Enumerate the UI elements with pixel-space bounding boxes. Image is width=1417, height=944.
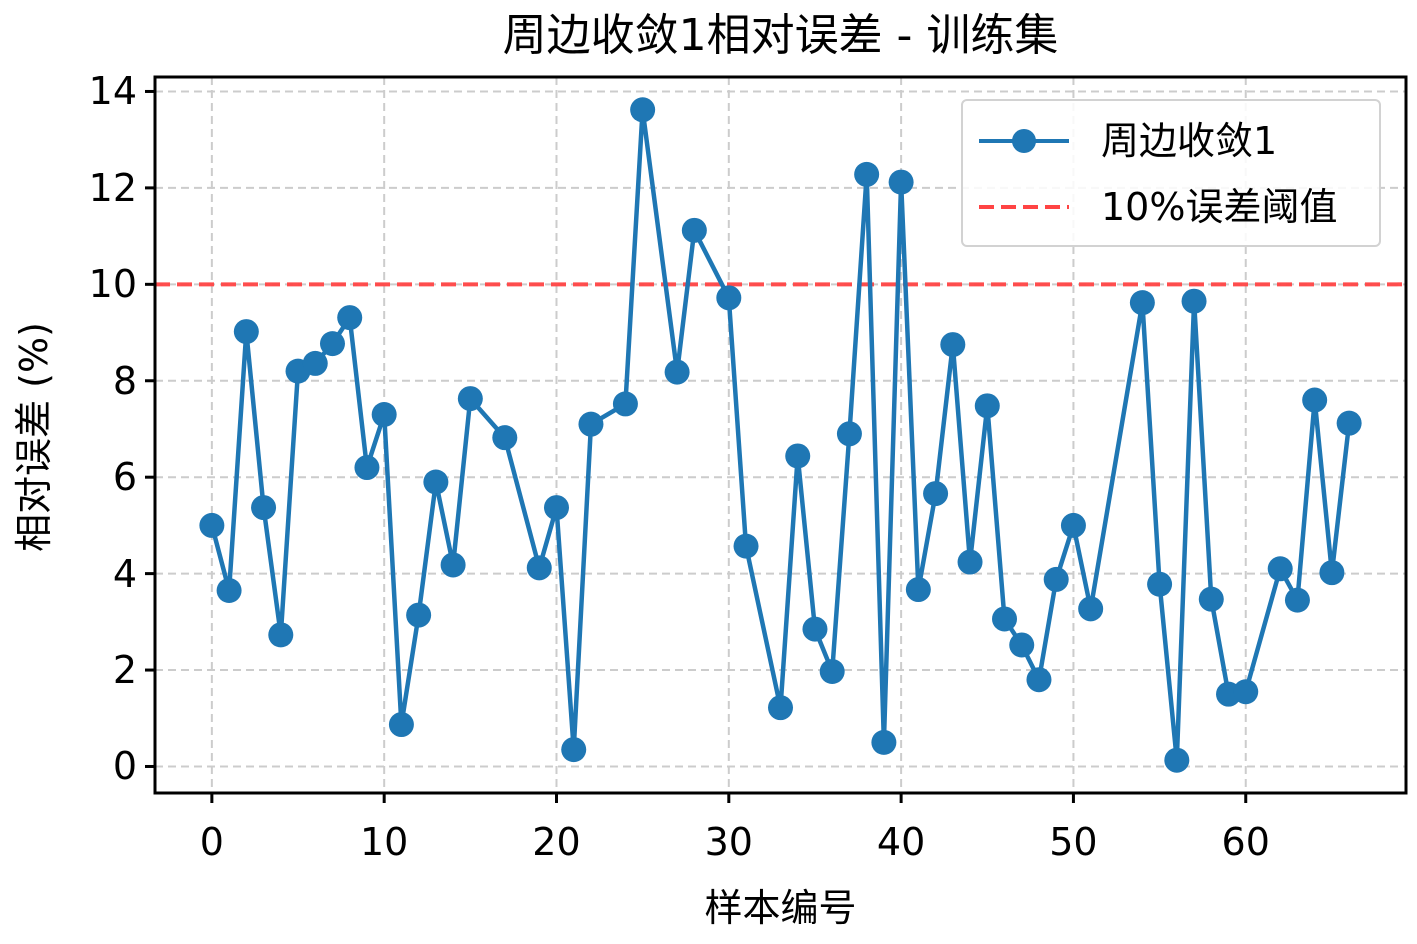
y-tick-label: 10 (88, 262, 137, 307)
legend-threshold-label: 10%误差阈值 (1101, 185, 1338, 229)
data-point (457, 386, 483, 412)
data-point (716, 285, 742, 311)
data-point (337, 305, 363, 331)
data-point (1009, 632, 1035, 658)
x-tick-label: 30 (704, 820, 753, 864)
data-point (612, 391, 638, 417)
data-point (1181, 288, 1207, 314)
data-point (216, 577, 242, 603)
data-point (1129, 290, 1155, 316)
data-point (957, 549, 983, 575)
data-point (319, 331, 345, 357)
data-point (268, 622, 294, 648)
x-tick-label: 10 (359, 820, 409, 864)
data-point (543, 495, 569, 521)
y-tick-label: 0 (112, 744, 137, 789)
data-point (302, 350, 328, 376)
data-point (526, 555, 552, 581)
y-axis-label: 相对误差 (%) (12, 322, 56, 552)
legend-item-series: 周边收敛1 (963, 111, 1379, 171)
data-point (785, 443, 811, 469)
data-point (905, 577, 931, 603)
data-point (802, 616, 828, 642)
data-point (819, 658, 845, 684)
data-point (1319, 560, 1345, 586)
data-point (406, 602, 432, 628)
data-point (940, 332, 966, 358)
data-point (1078, 596, 1104, 622)
series-line (209, 107, 1352, 763)
data-point (836, 421, 862, 447)
data-point (1164, 747, 1190, 773)
data-point (440, 552, 466, 578)
data-point (371, 402, 397, 428)
data-point (1336, 410, 1362, 436)
x-axis-label: 样本编号 (704, 886, 857, 930)
x-tick-label: 0 (199, 820, 224, 864)
data-point (1060, 512, 1086, 538)
data-point (888, 169, 914, 195)
data-point (354, 455, 380, 481)
y-tick-label: 12 (88, 165, 137, 210)
data-point (768, 695, 793, 721)
legend-series-label: 周边收敛1 (1101, 119, 1278, 163)
y-tick-label: 8 (112, 358, 137, 403)
data-point (923, 481, 949, 507)
series-layer (199, 97, 1362, 773)
legend: 周边收敛1 10%误差阈值 (961, 99, 1381, 247)
data-point (992, 606, 1018, 632)
data-point (233, 319, 259, 345)
data-point (578, 411, 604, 437)
legend-series-swatch (979, 129, 1069, 153)
data-point (1302, 387, 1328, 413)
x-tick-label: 20 (532, 820, 581, 864)
data-point (733, 533, 759, 559)
data-point (854, 161, 880, 187)
plot-frame (153, 75, 1408, 795)
data-point (664, 359, 690, 385)
x-tick-label: 60 (1221, 820, 1270, 864)
data-point (681, 217, 707, 243)
data-point (974, 393, 1000, 419)
legend-item-threshold: 10%误差阈值 (963, 177, 1379, 237)
data-point (871, 729, 897, 755)
data-point (1284, 587, 1310, 613)
y-tick-label: 2 (112, 648, 137, 693)
y-tick-label: 6 (112, 455, 137, 500)
chart-title: 周边收敛1相对误差 - 训练集 (502, 10, 1059, 61)
data-point (561, 737, 587, 763)
data-point (1026, 667, 1052, 693)
y-tick-label: 14 (88, 69, 137, 114)
data-point (199, 512, 225, 538)
data-point (492, 425, 518, 451)
data-point (388, 712, 414, 738)
data-point (251, 495, 277, 521)
data-point (1267, 556, 1293, 582)
x-tick-label: 40 (876, 820, 926, 864)
data-point (630, 97, 656, 123)
data-point (423, 469, 449, 495)
x-tick-label: 50 (1049, 820, 1098, 864)
y-tick-label: 4 (112, 551, 137, 596)
data-point (1233, 679, 1259, 705)
tick-marks (145, 89, 1248, 803)
legend-threshold-swatch (979, 205, 1069, 209)
data-point (1198, 586, 1224, 612)
data-point (1043, 566, 1069, 592)
data-point (1147, 571, 1173, 597)
